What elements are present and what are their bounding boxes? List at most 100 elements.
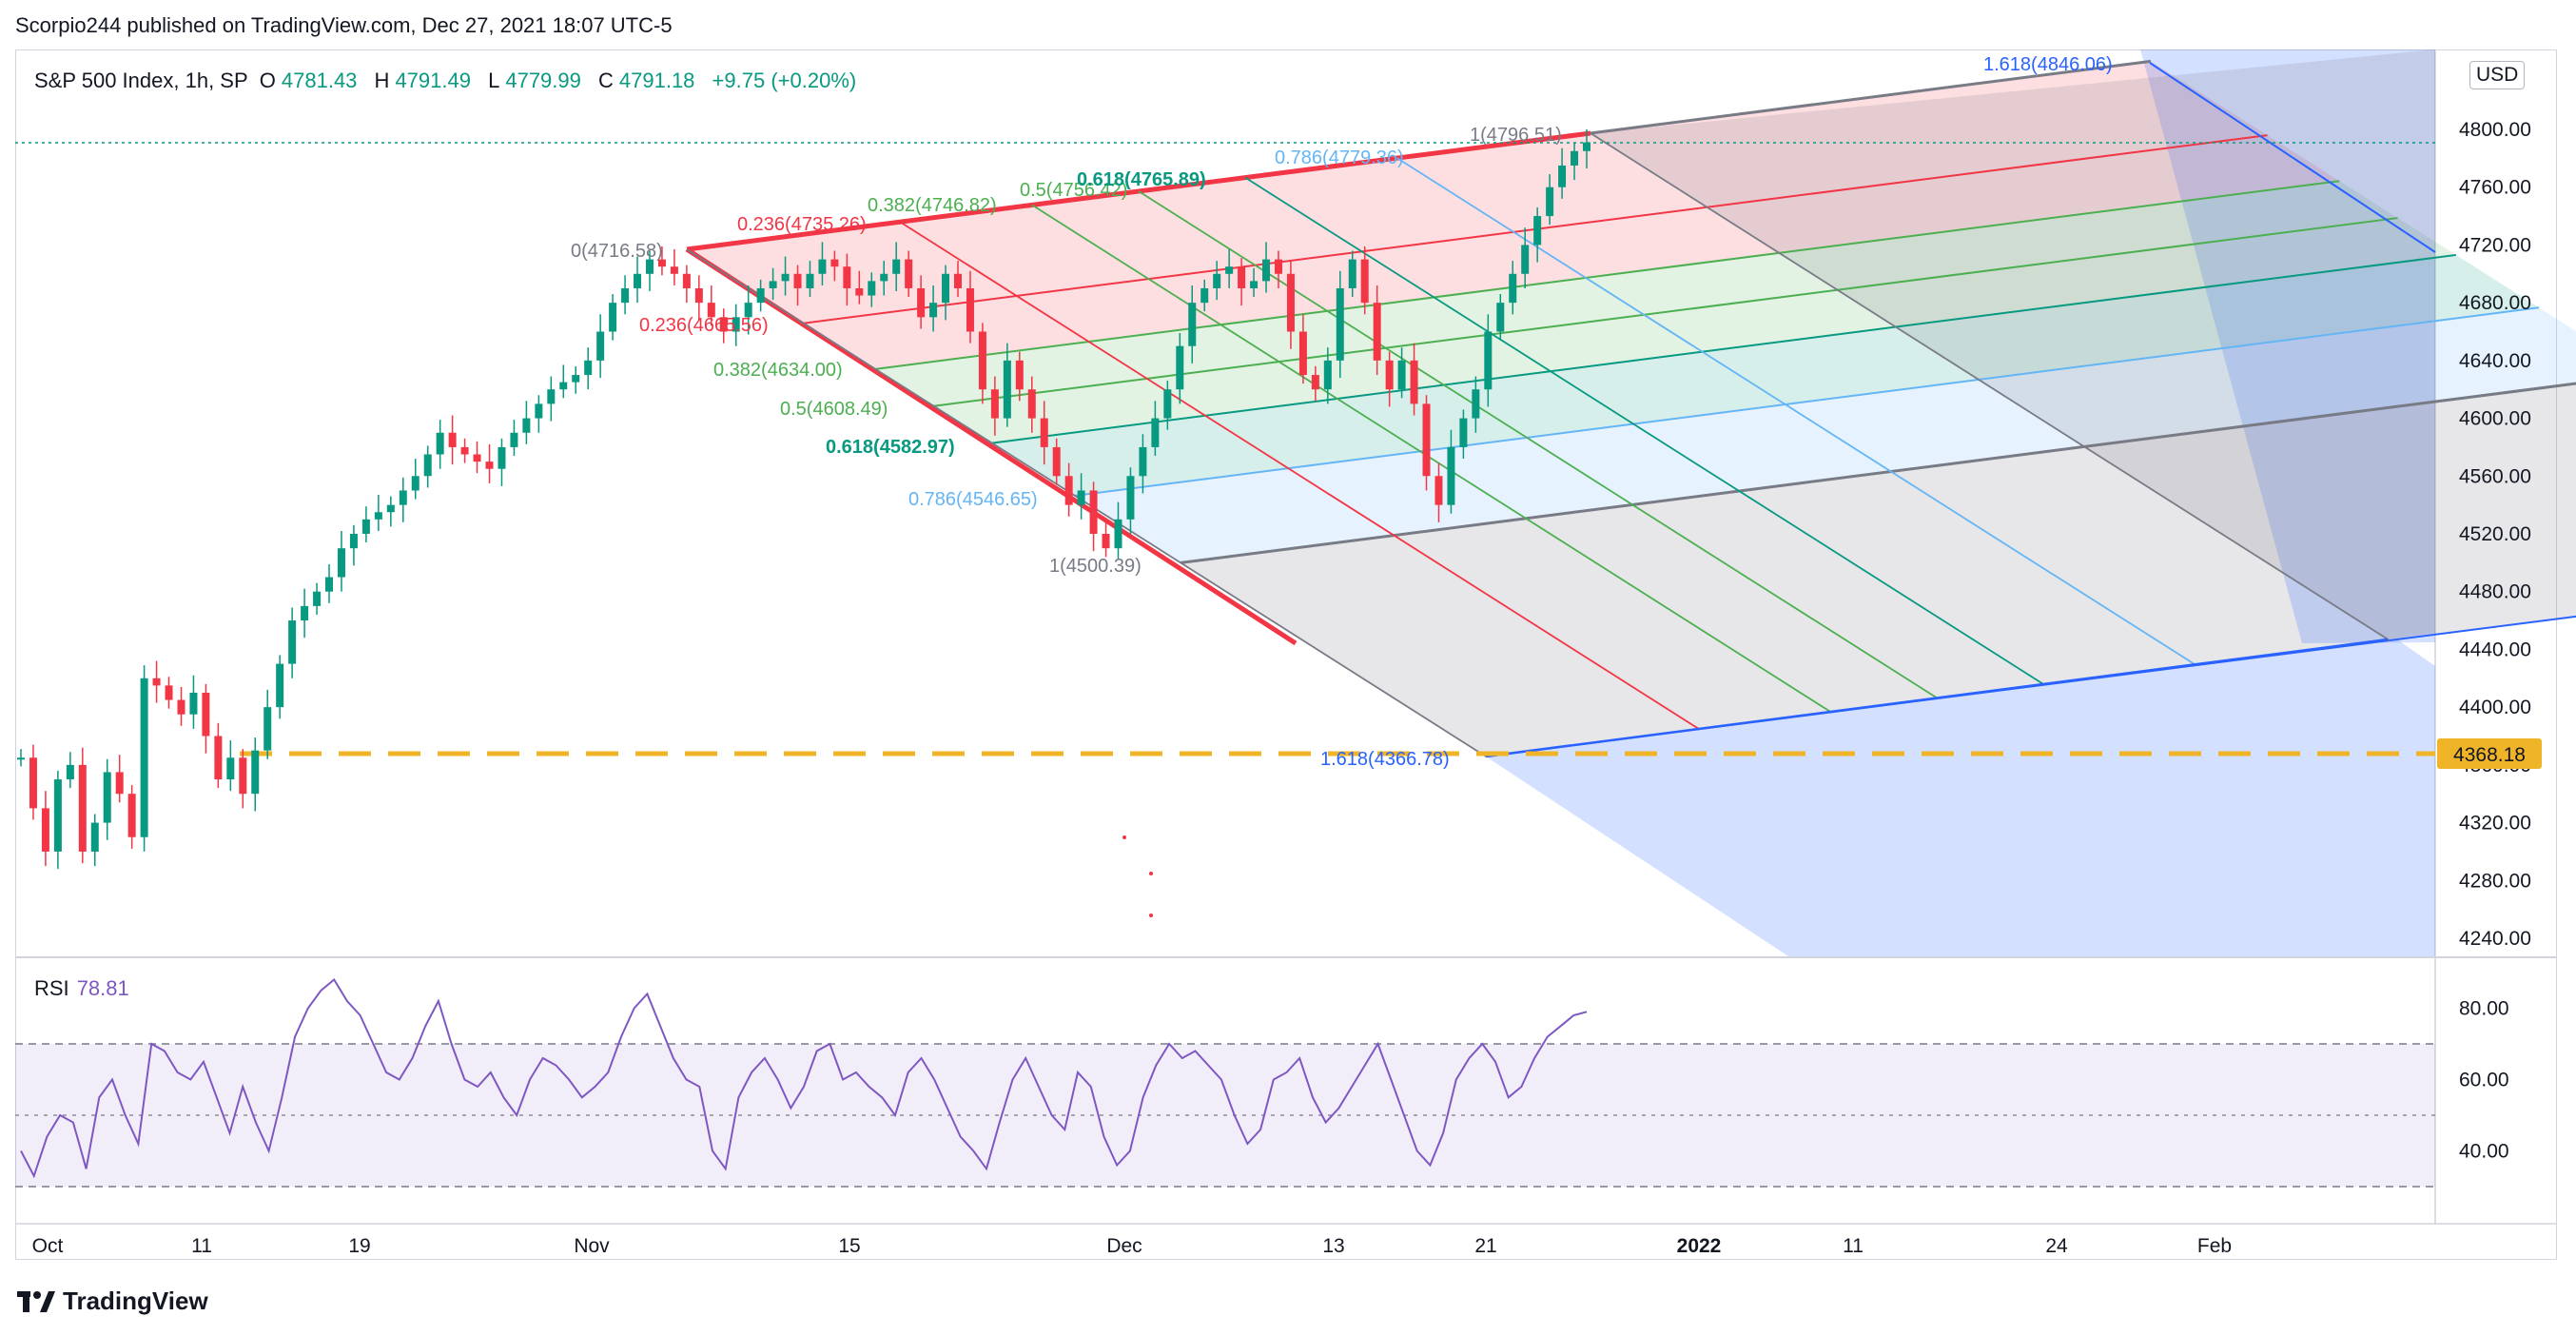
candle-body	[374, 512, 382, 520]
candle-body	[1459, 418, 1468, 447]
candle-body	[1434, 476, 1443, 505]
candle-body	[1274, 259, 1282, 274]
candle-body	[1323, 360, 1332, 390]
candle-body	[349, 534, 358, 549]
rsi-label: RSI	[34, 976, 69, 1000]
price-tick-label: 4480.00	[2459, 581, 2531, 603]
candle-body	[1188, 303, 1197, 346]
fib-lower-label: 1(4500.39)	[1049, 556, 1142, 577]
candle-body	[17, 757, 25, 760]
candle-body	[793, 273, 802, 288]
rsi-tick-label: 80.00	[2459, 998, 2509, 1020]
candle-body	[177, 699, 185, 715]
candle-body	[621, 287, 630, 304]
candle-body	[978, 331, 986, 390]
candle-body	[719, 317, 728, 332]
candle-body	[1286, 273, 1295, 332]
candle-body	[1015, 360, 1024, 390]
fib-band	[875, 181, 2398, 406]
fib-diagonal-line	[1244, 176, 2045, 686]
price-tick-label: 4560.00	[2459, 465, 2531, 487]
fib-lower-label: 0.382(4634.00)	[713, 360, 843, 381]
time-tick-label: Feb	[2197, 1235, 2232, 1257]
rsi-tick-label: 40.00	[2459, 1141, 2509, 1163]
candle-body	[1422, 403, 1431, 477]
candle-body	[1163, 389, 1172, 419]
price-tick-label: 4280.00	[2459, 870, 2531, 892]
fib-band	[803, 135, 2340, 369]
candle-body	[66, 764, 74, 780]
brand-name: TradingView	[63, 1287, 208, 1315]
fib-level-line[interactable]	[1180, 375, 2576, 564]
time-tick-label: 2022	[1677, 1235, 1722, 1257]
candle-body	[634, 273, 642, 288]
candle-body	[1213, 273, 1221, 288]
candle-body	[276, 663, 284, 708]
candle-body	[202, 692, 210, 737]
time-axis[interactable]: Oct 11 19 Nov 15 Dec 13 21 2022 11 24 Feb	[32, 1235, 2232, 1257]
candle-body	[522, 418, 531, 433]
lower-trendline[interactable]	[685, 246, 1298, 646]
svg-text:4368.18: 4368.18	[2453, 744, 2526, 766]
candle-body	[1298, 331, 1307, 376]
fib-diagonal-line	[1590, 132, 2391, 641]
price-tick-label: 4320.00	[2459, 813, 2531, 835]
candle-body	[1447, 446, 1455, 505]
candle-body	[670, 266, 678, 274]
price-axis[interactable]: 4800.00 4760.00 4720.00 4680.00 4640.00 4600.…	[2459, 119, 2531, 950]
fib-diagonal-line	[1031, 204, 1832, 714]
candle-body	[855, 287, 864, 296]
candle-body	[41, 808, 49, 852]
candle-body	[1521, 245, 1530, 274]
candle-body	[1064, 476, 1073, 505]
fib-upper-label: 0.786(4779.36)	[1275, 147, 1404, 168]
candle-body	[966, 287, 974, 332]
price-tick-label: 4640.00	[2459, 350, 2531, 372]
candle-body	[769, 281, 777, 288]
candle-body	[301, 605, 309, 621]
candle-body	[251, 750, 260, 795]
candle-body	[473, 454, 481, 462]
channel-base-line[interactable]	[1485, 638, 2389, 758]
fib-level-line[interactable]	[875, 180, 2340, 370]
candle-body	[1496, 303, 1505, 332]
candle-body	[140, 678, 148, 837]
candle-body	[1397, 360, 1406, 390]
candle-body	[1176, 345, 1184, 390]
candle-body	[152, 678, 161, 686]
candle-body	[1052, 446, 1061, 477]
price-tick-label: 4800.00	[2459, 119, 2531, 141]
fib-level-line[interactable]	[1074, 306, 2540, 497]
candle-body	[313, 591, 322, 606]
candle-body	[1225, 266, 1234, 274]
candle-body	[954, 273, 963, 288]
candle-body	[263, 707, 272, 751]
candle-body	[1373, 303, 1381, 361]
candle-body	[1533, 216, 1542, 246]
rsi-axis: 80.00 60.00 40.00	[2459, 998, 2509, 1163]
blue-trendline[interactable]	[2149, 62, 2436, 253]
candle-body	[1151, 418, 1160, 447]
fib-upper-label: 0.382(4746.82)	[868, 195, 997, 216]
candle-body	[325, 577, 334, 592]
candle-body	[694, 287, 703, 304]
candle-body	[1003, 360, 1011, 419]
fib-diagonal-line	[1138, 190, 1939, 699]
rsi-tick-label: 60.00	[2459, 1070, 2509, 1091]
candle-body	[498, 446, 506, 469]
tradingview-logo[interactable]: TradingView	[17, 1287, 208, 1316]
candle-body	[547, 389, 556, 404]
candles-layer	[17, 129, 1590, 870]
candle-body	[423, 454, 432, 477]
candle-body	[830, 259, 839, 267]
time-tick-label: 15	[838, 1235, 860, 1257]
candle-body	[1410, 360, 1418, 404]
candle-body	[818, 259, 827, 274]
fib-lower-label: 0.786(4546.65)	[908, 489, 1038, 510]
fib-level-line[interactable]	[991, 253, 2456, 444]
fib-channel-lines[interactable]	[685, 59, 2576, 758]
currency-button[interactable]: USD	[2469, 61, 2526, 89]
fib-lower-label: 0.236(4665.56)	[639, 315, 769, 336]
candle-body	[1509, 273, 1517, 304]
